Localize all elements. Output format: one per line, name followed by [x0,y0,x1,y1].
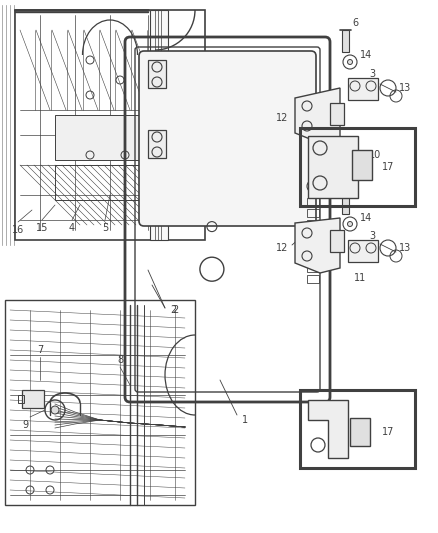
Text: 15: 15 [36,223,48,233]
Bar [150,10,168,240]
Text: 13: 13 [399,83,411,93]
Bar [307,253,319,261]
Text: 3: 3 [369,231,375,241]
Polygon shape [308,400,348,458]
Bar [307,231,319,239]
Bar [55,165,140,200]
Text: 1: 1 [242,415,248,425]
Circle shape [347,222,353,227]
Bar [300,128,415,206]
Bar [300,390,415,468]
Bar [307,242,319,250]
Bar [330,230,344,252]
Text: 17: 17 [382,162,394,172]
Text: 14: 14 [360,213,372,223]
Bar [148,60,166,88]
Text: 5: 5 [102,223,108,233]
Circle shape [347,60,353,64]
Bar [348,78,378,100]
Bar [308,136,358,198]
Bar [348,240,378,262]
Bar [342,192,349,214]
Bar [350,418,370,446]
Text: 2: 2 [172,305,178,315]
Text: 6: 6 [352,181,358,191]
Text: 4: 4 [69,223,75,233]
Bar [15,10,205,240]
Text: 16: 16 [12,225,24,235]
Bar [18,395,24,403]
Bar [307,275,319,283]
Bar [148,130,166,158]
Text: 13: 13 [399,243,411,253]
Text: 3: 3 [369,69,375,79]
Text: 2: 2 [170,305,176,315]
Bar [330,103,344,125]
FancyBboxPatch shape [139,51,316,226]
Bar [307,209,319,217]
Text: 14: 14 [360,50,372,60]
Text: 6: 6 [352,18,358,28]
Bar [342,30,349,52]
Bar [5,300,195,505]
Polygon shape [295,218,340,273]
Bar [307,220,319,228]
Text: 8: 8 [117,355,123,365]
Text: 7: 7 [37,345,43,355]
Text: 12: 12 [276,113,288,123]
Text: 11: 11 [354,273,366,283]
Bar [307,264,319,272]
Bar [22,390,44,408]
Bar [352,150,372,180]
Text: 10: 10 [369,150,381,160]
Text: 9: 9 [22,420,28,430]
Circle shape [51,406,59,414]
Text: 17: 17 [382,427,394,437]
Bar [307,198,319,206]
Polygon shape [295,88,340,143]
Bar [55,115,140,160]
Text: 12: 12 [276,243,288,253]
